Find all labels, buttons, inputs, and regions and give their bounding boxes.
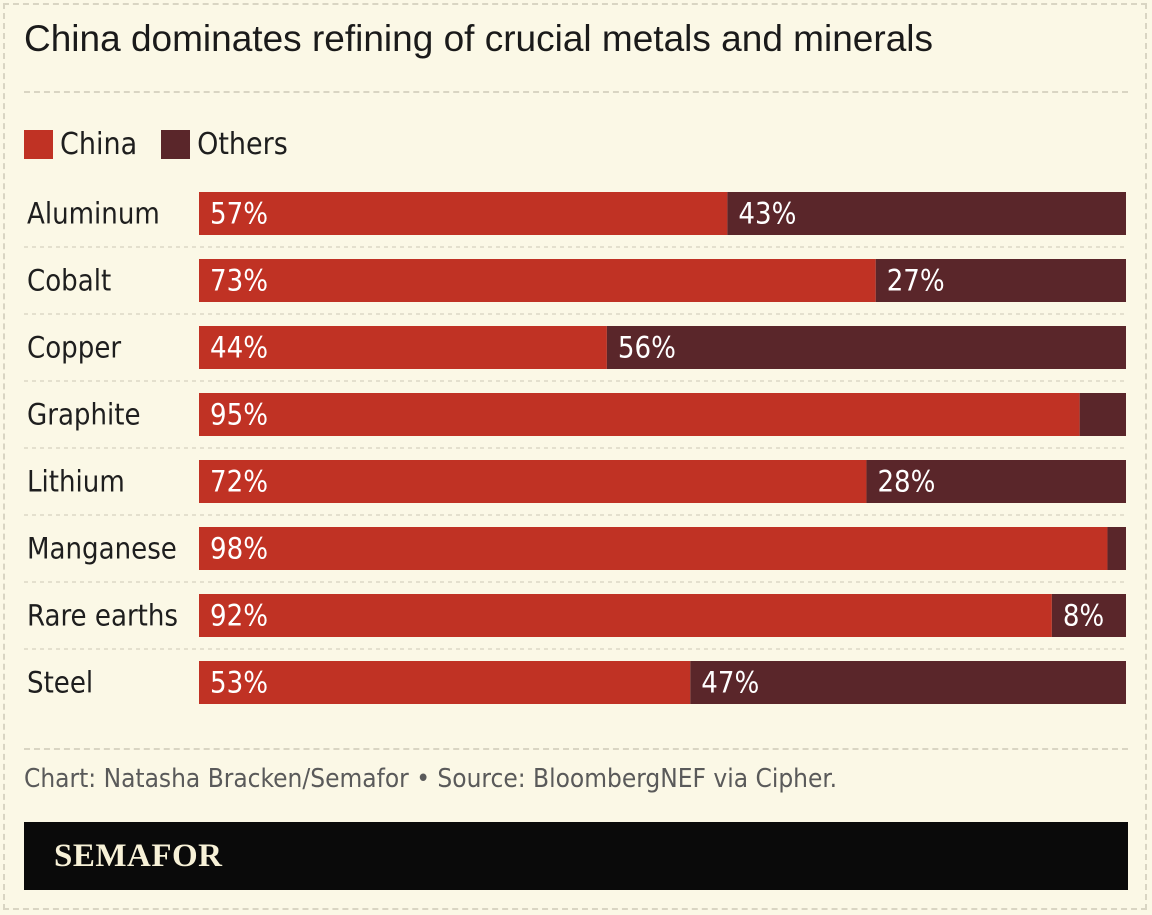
bar-china-graphite xyxy=(199,393,1080,436)
bar-others-rare-earths xyxy=(1051,594,1126,637)
bar-china-steel xyxy=(199,661,691,704)
bar-china-cobalt xyxy=(199,259,876,302)
bar-china-aluminum xyxy=(199,192,728,235)
bar-others-aluminum xyxy=(727,192,1126,235)
chart-title: China dominates refining of crucial meta… xyxy=(24,18,933,59)
data-label-others-steel: 47% xyxy=(701,666,759,700)
data-label-china-rare-earths: 92% xyxy=(210,599,268,633)
data-label-china-steel: 53% xyxy=(210,666,268,700)
legend: China Others xyxy=(24,127,312,162)
data-label-others-lithium: 28% xyxy=(877,465,935,499)
data-label-others-copper: 56% xyxy=(618,331,676,365)
bar-china-lithium xyxy=(199,460,867,503)
data-label-china-copper: 44% xyxy=(210,331,268,365)
chart-frame xyxy=(3,3,1147,910)
bar-others-graphite xyxy=(1079,393,1126,436)
footer-bar: SEMAFOR xyxy=(24,822,1128,890)
category-label-rare-earths: Rare earths xyxy=(27,599,178,633)
category-label-steel: Steel xyxy=(27,666,93,700)
bar-china-rare-earths xyxy=(199,594,1052,637)
data-label-others-rare-earths: 8% xyxy=(1063,599,1104,633)
data-label-china-lithium: 72% xyxy=(210,465,268,499)
data-label-others-aluminum: 43% xyxy=(738,197,796,231)
category-label-graphite: Graphite xyxy=(27,398,141,432)
legend-label-china: China xyxy=(60,127,138,162)
data-label-china-manganese: 98% xyxy=(210,532,268,566)
category-label-lithium: Lithium xyxy=(27,465,125,499)
legend-item-china: China xyxy=(24,127,137,162)
legend-label-others: Others xyxy=(197,127,288,162)
bar-others-steel xyxy=(690,661,1126,704)
category-label-manganese: Manganese xyxy=(27,532,177,566)
category-label-aluminum: Aluminum xyxy=(27,197,160,231)
data-label-china-aluminum: 57% xyxy=(210,197,268,231)
legend-swatch-others xyxy=(161,130,191,159)
bar-others-cobalt xyxy=(875,259,1126,302)
data-label-china-graphite: 95% xyxy=(210,398,268,432)
category-label-copper: Copper xyxy=(27,331,121,365)
bar-china-manganese xyxy=(199,527,1108,570)
source-note: Chart: Natasha Bracken/Semafor • Source:… xyxy=(24,764,838,794)
legend-swatch-china xyxy=(24,130,53,159)
legend-item-others: Others xyxy=(161,127,288,162)
bar-others-copper xyxy=(606,326,1126,369)
title-divider xyxy=(24,91,1128,93)
data-label-others-cobalt: 27% xyxy=(887,264,945,298)
category-label-cobalt: Cobalt xyxy=(27,264,111,298)
semafor-logo: SEMAFOR xyxy=(54,838,223,874)
bar-china-copper xyxy=(199,326,607,369)
bar-others-manganese xyxy=(1107,527,1126,570)
data-label-china-cobalt: 73% xyxy=(210,264,268,298)
bar-others-lithium xyxy=(866,460,1126,503)
source-divider xyxy=(24,748,1128,750)
stacked-bar-chart: Aluminum 57% 43% Cobalt 73% 27% Copper 44% 56% Gr… xyxy=(24,192,1128,704)
